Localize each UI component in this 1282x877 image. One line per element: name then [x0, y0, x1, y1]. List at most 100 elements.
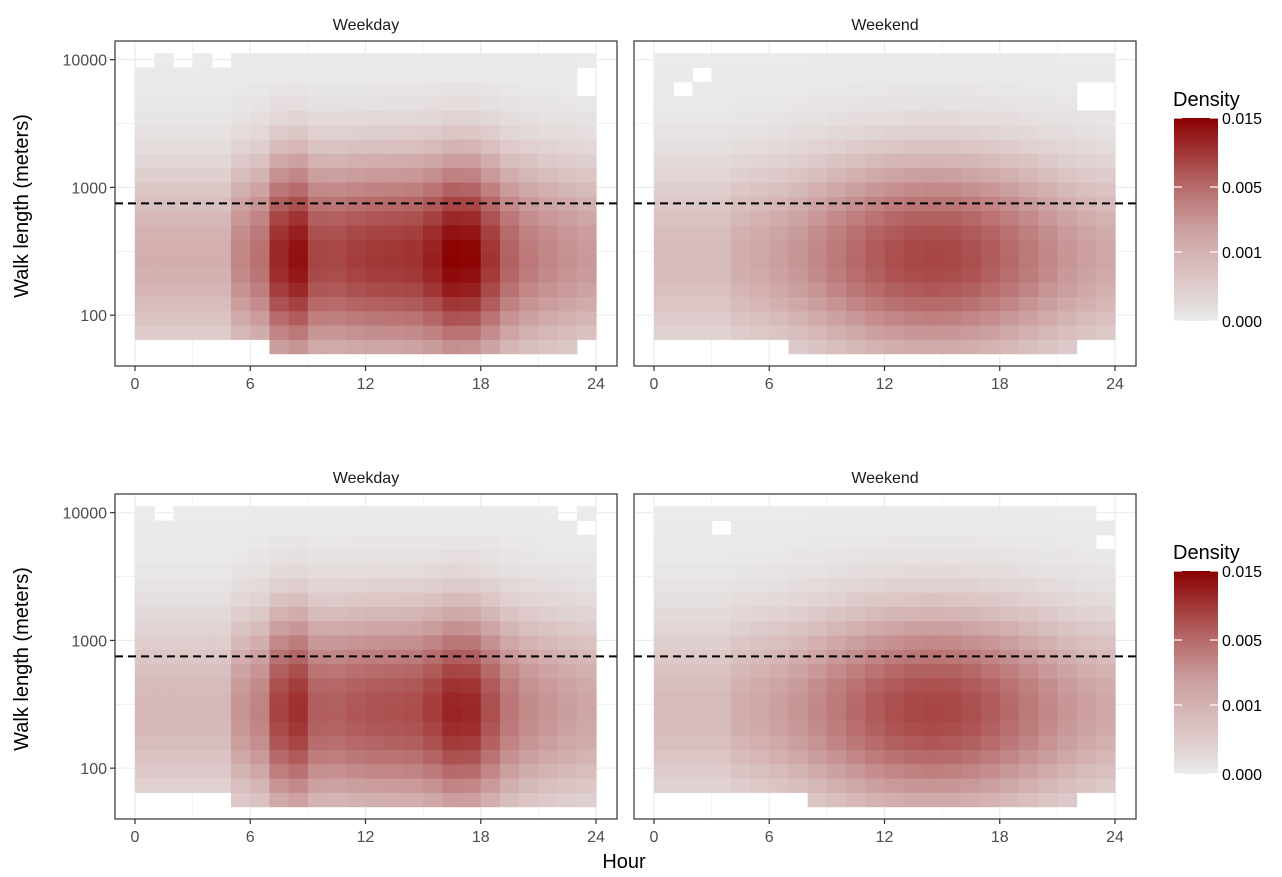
- heatmap-tile: [865, 749, 886, 765]
- heatmap-tile: [192, 96, 213, 111]
- heatmap-tile: [288, 749, 309, 765]
- heatmap-tile: [961, 253, 982, 269]
- heatmap-tile: [346, 620, 367, 636]
- heatmap-tile: [346, 296, 367, 312]
- heatmap-tile: [442, 749, 463, 765]
- heatmap-tile: [192, 210, 213, 226]
- heatmap-tile: [922, 563, 943, 579]
- heatmap-tile: [173, 210, 194, 226]
- heatmap-tile: [903, 634, 924, 650]
- heatmap-tile: [922, 692, 943, 708]
- heatmap-tile: [826, 591, 847, 607]
- heatmap-tile: [807, 577, 828, 593]
- heatmap-tile: [384, 282, 405, 297]
- heatmap-tile: [1076, 296, 1097, 312]
- heatmap-tile: [557, 167, 578, 183]
- heatmap-tile: [884, 224, 905, 240]
- heatmap-tile: [903, 124, 924, 140]
- heatmap-tile: [865, 606, 886, 622]
- heatmap-tile: [346, 720, 367, 736]
- heatmap-tile: [1038, 792, 1058, 808]
- heatmap-tile: [807, 778, 828, 793]
- heatmap-tile: [288, 577, 309, 593]
- heatmap-tile: [999, 310, 1020, 326]
- heatmap-tile: [480, 663, 501, 679]
- heatmap-tile: [769, 692, 790, 708]
- heatmap-tile: [307, 296, 328, 312]
- heatmap-tile: [692, 267, 713, 283]
- heatmap-tile: [269, 124, 290, 140]
- heatmap-tile: [135, 267, 155, 283]
- heatmap-tile: [154, 620, 175, 636]
- heatmap-tile: [1057, 763, 1078, 779]
- heatmap-tile: [403, 67, 424, 83]
- heatmap-tile: [807, 677, 828, 693]
- heatmap-tile: [1095, 224, 1116, 240]
- heatmap-tile: [519, 563, 539, 579]
- heatmap-tile: [673, 110, 694, 126]
- heatmap-tile: [865, 549, 886, 564]
- heatmap-tile: [1038, 81, 1058, 97]
- heatmap-tile: [692, 506, 713, 522]
- heatmap-tile: [807, 606, 828, 622]
- heatmap-tile: [307, 520, 328, 536]
- heatmap-tile: [403, 167, 424, 183]
- heatmap-tile: [673, 96, 694, 111]
- heatmap-tile: [769, 634, 790, 650]
- heatmap-tile: [1057, 325, 1078, 340]
- legend-label: 0.015: [1222, 111, 1262, 128]
- heatmap-tile: [557, 549, 578, 564]
- heatmap-tile: [423, 549, 443, 564]
- heatmap-tile: [1057, 253, 1078, 269]
- heatmap-tile: [231, 534, 251, 550]
- heatmap-tile: [903, 153, 924, 169]
- heatmap-tile: [192, 53, 213, 69]
- heatmap-tile: [231, 620, 251, 636]
- heatmap-tile: [673, 124, 694, 140]
- heatmap-tile: [1076, 649, 1097, 665]
- heatmap-tile: [365, 506, 386, 522]
- heatmap-tile: [346, 663, 367, 679]
- heatmap-tile: [557, 310, 578, 326]
- heatmap-tile: [365, 153, 386, 169]
- heatmap-tile: [480, 620, 501, 636]
- heatmap-tile: [1038, 663, 1058, 679]
- heatmap-tile: [884, 749, 905, 765]
- heatmap-tile: [1076, 239, 1097, 255]
- heatmap-tile: [788, 124, 809, 140]
- heatmap-tile: [1076, 720, 1097, 736]
- heatmap-tile: [654, 620, 674, 636]
- heatmap-tile: [1018, 749, 1039, 765]
- legend-label: 0.001: [1222, 698, 1262, 715]
- heatmap-tile: [250, 749, 271, 765]
- heatmap-tile: [1018, 81, 1039, 97]
- heatmap-tile: [327, 267, 347, 283]
- heatmap-tile: [499, 339, 520, 355]
- heatmap-tile: [135, 96, 155, 111]
- heatmap-tile: [557, 296, 578, 312]
- heatmap-tile: [538, 267, 559, 283]
- heatmap-tile: [211, 534, 232, 550]
- heatmap-tiles: [654, 53, 1116, 355]
- heatmap-tile: [269, 53, 290, 69]
- heatmap-tile: [307, 720, 328, 736]
- y-tick-label: 10000: [63, 506, 108, 523]
- heatmap-tile: [173, 310, 194, 326]
- heatmap-tile: [499, 606, 520, 622]
- heatmap-tile: [1018, 520, 1039, 536]
- heatmap-tile: [154, 763, 175, 779]
- heatmap-tile: [730, 210, 751, 226]
- heatmap-tile: [403, 96, 424, 111]
- heatmap-tile: [135, 577, 155, 593]
- heatmap-tile: [288, 339, 309, 355]
- heatmap-tile: [192, 196, 213, 212]
- heatmap-tile: [711, 720, 732, 736]
- heatmap-tile: [1018, 110, 1039, 126]
- heatmap-tile: [576, 167, 597, 183]
- heatmap-tile: [135, 563, 155, 579]
- heatmap-tile: [576, 591, 597, 607]
- heatmap-tile: [711, 67, 732, 83]
- heatmap-tile: [288, 267, 309, 283]
- heatmap-tile: [211, 563, 232, 579]
- heatmap-tile: [1018, 549, 1039, 564]
